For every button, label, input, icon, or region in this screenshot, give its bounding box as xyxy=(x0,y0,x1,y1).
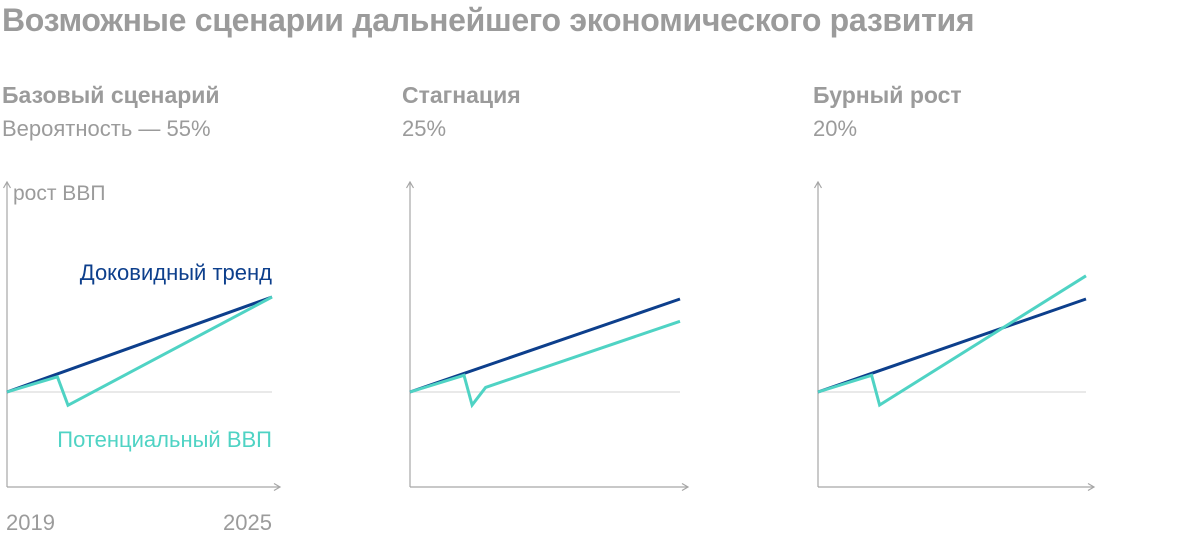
panel-probability-stagnation: 25% xyxy=(402,116,447,141)
y-axis-arrow-2 xyxy=(813,180,823,189)
y-axis-arrow-1 xyxy=(405,180,415,189)
panel-title-base: Базовый сценарий xyxy=(2,82,220,108)
x-axis-arrow-0 xyxy=(273,482,282,492)
trend-line-1 xyxy=(409,297,681,394)
panel-probability-base: Вероятность — 55% xyxy=(2,116,211,141)
x-axis-arrow-2 xyxy=(1087,482,1096,492)
potential-line-0 xyxy=(6,295,273,408)
x-tick-label-start: 2019 xyxy=(6,510,55,535)
panel-title-stagnation: Стагнация xyxy=(402,82,521,108)
y-axis-arrow-0 xyxy=(2,180,12,189)
potential-line-2 xyxy=(817,274,1087,408)
panel-title-boom: Бурный рост xyxy=(813,82,962,108)
trend-line-0 xyxy=(6,295,273,394)
panel-probability-boom: 20% xyxy=(813,116,858,141)
y-axis-label: рост ВВП xyxy=(13,182,105,205)
chart-title: Возможные сценарии дальнейшего экономиче… xyxy=(2,2,975,38)
series-label-potential: Потенциальный ВВП xyxy=(57,427,272,452)
potential-line-1 xyxy=(409,319,681,409)
series-label-trend: Доковидный тренд xyxy=(80,260,272,285)
x-tick-label-end: 2025 xyxy=(223,510,272,535)
trend-line-2 xyxy=(817,297,1087,394)
x-axis-arrow-1 xyxy=(681,482,690,492)
